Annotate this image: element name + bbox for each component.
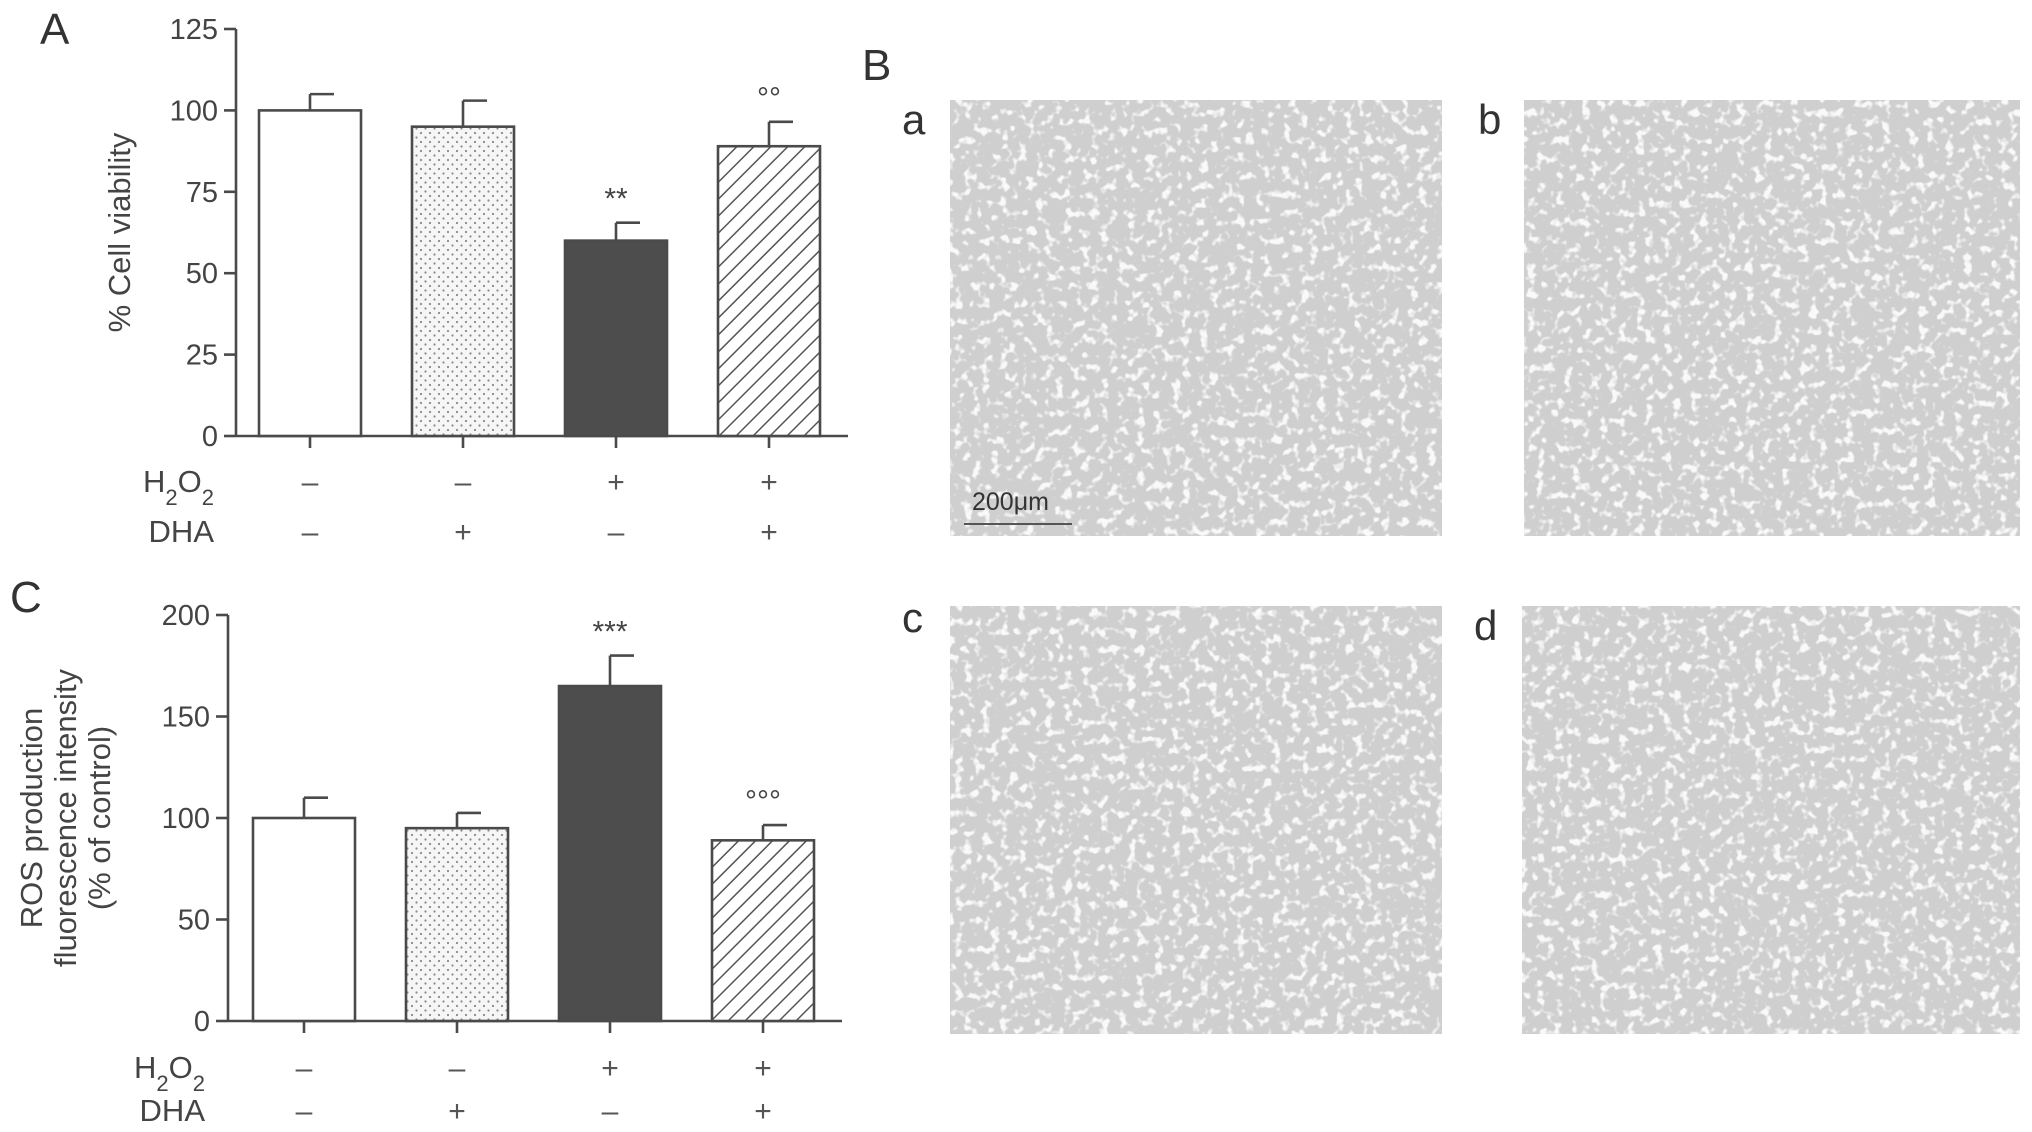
bar	[257, 109, 363, 438]
dha-sign: –	[602, 1095, 619, 1128]
y-tick-label: 100	[162, 803, 210, 835]
scale-bar-label: 200μm	[972, 488, 1049, 516]
chart-c: 0 50 100 150 200 ROS production fluorescence i…	[14, 600, 842, 1128]
dha-sign: –	[608, 516, 625, 549]
image-label-a: a	[902, 96, 926, 143]
chart-a: 0 25 50 75 100 125 % Cell viability H2O2 DHA – – – +…	[102, 14, 848, 549]
y-axis-title-line: (% of control)	[82, 726, 117, 910]
y-tick-label: 100	[170, 95, 218, 127]
bar	[251, 816, 357, 1023]
micrograph-c	[950, 606, 1442, 1034]
h2o2-sign: +	[601, 1052, 619, 1085]
significance-label: **	[604, 183, 628, 216]
y-tick-label: 0	[202, 421, 218, 453]
micrograph-a	[950, 100, 1442, 536]
dha-sign: +	[454, 516, 472, 549]
dha-row-label: DHA	[149, 514, 215, 549]
bar	[710, 839, 816, 1023]
y-tick-label: 200	[162, 600, 210, 632]
h2o2-sign: –	[296, 1052, 313, 1085]
bar	[404, 826, 510, 1023]
y-axis-title-line: fluorescence intensity	[48, 668, 83, 967]
bar	[410, 125, 516, 438]
h2o2-row-label: H2O2	[143, 464, 214, 510]
significance-label: °°°	[745, 785, 781, 818]
panel-letter-b: B	[862, 41, 891, 90]
dha-sign: +	[448, 1095, 466, 1128]
micrograph-d	[1522, 606, 2020, 1034]
y-tick-label: 50	[178, 905, 210, 937]
y-tick-label: 150	[162, 702, 210, 734]
y-tick-label: 0	[194, 1006, 210, 1038]
y-tick-label: 50	[186, 258, 218, 290]
panel-letter-c: C	[10, 573, 42, 622]
h2o2-row-label: H2O2	[134, 1050, 205, 1096]
y-tick-label: 125	[170, 14, 218, 46]
micrograph-b	[1524, 100, 2020, 536]
y-tick-label: 75	[186, 177, 218, 209]
y-axis-title-line: ROS production	[14, 708, 49, 929]
image-label-c: c	[902, 594, 923, 641]
h2o2-sign: +	[760, 466, 778, 499]
bar	[563, 239, 669, 438]
bar	[557, 684, 663, 1023]
dha-sign: –	[296, 1095, 313, 1128]
dha-row-label: DHA	[140, 1093, 206, 1128]
h2o2-sign: –	[455, 466, 472, 499]
y-tick-label: 25	[186, 340, 218, 372]
h2o2-sign: +	[607, 466, 625, 499]
h2o2-sign: +	[754, 1052, 772, 1085]
significance-label: °°	[757, 82, 781, 115]
h2o2-sign: –	[449, 1052, 466, 1085]
h2o2-sign: –	[302, 466, 319, 499]
significance-label: ***	[592, 616, 627, 649]
dha-sign: –	[302, 516, 319, 549]
dha-sign: +	[760, 516, 778, 549]
image-label-b: b	[1478, 96, 1501, 143]
scale-bar: 200μm	[964, 488, 1072, 525]
y-axis-title: % Cell viability	[102, 132, 137, 332]
dha-sign: +	[754, 1095, 772, 1128]
bar	[716, 144, 822, 438]
panel-letter-a: A	[40, 5, 70, 54]
image-label-d: d	[1474, 602, 1497, 649]
